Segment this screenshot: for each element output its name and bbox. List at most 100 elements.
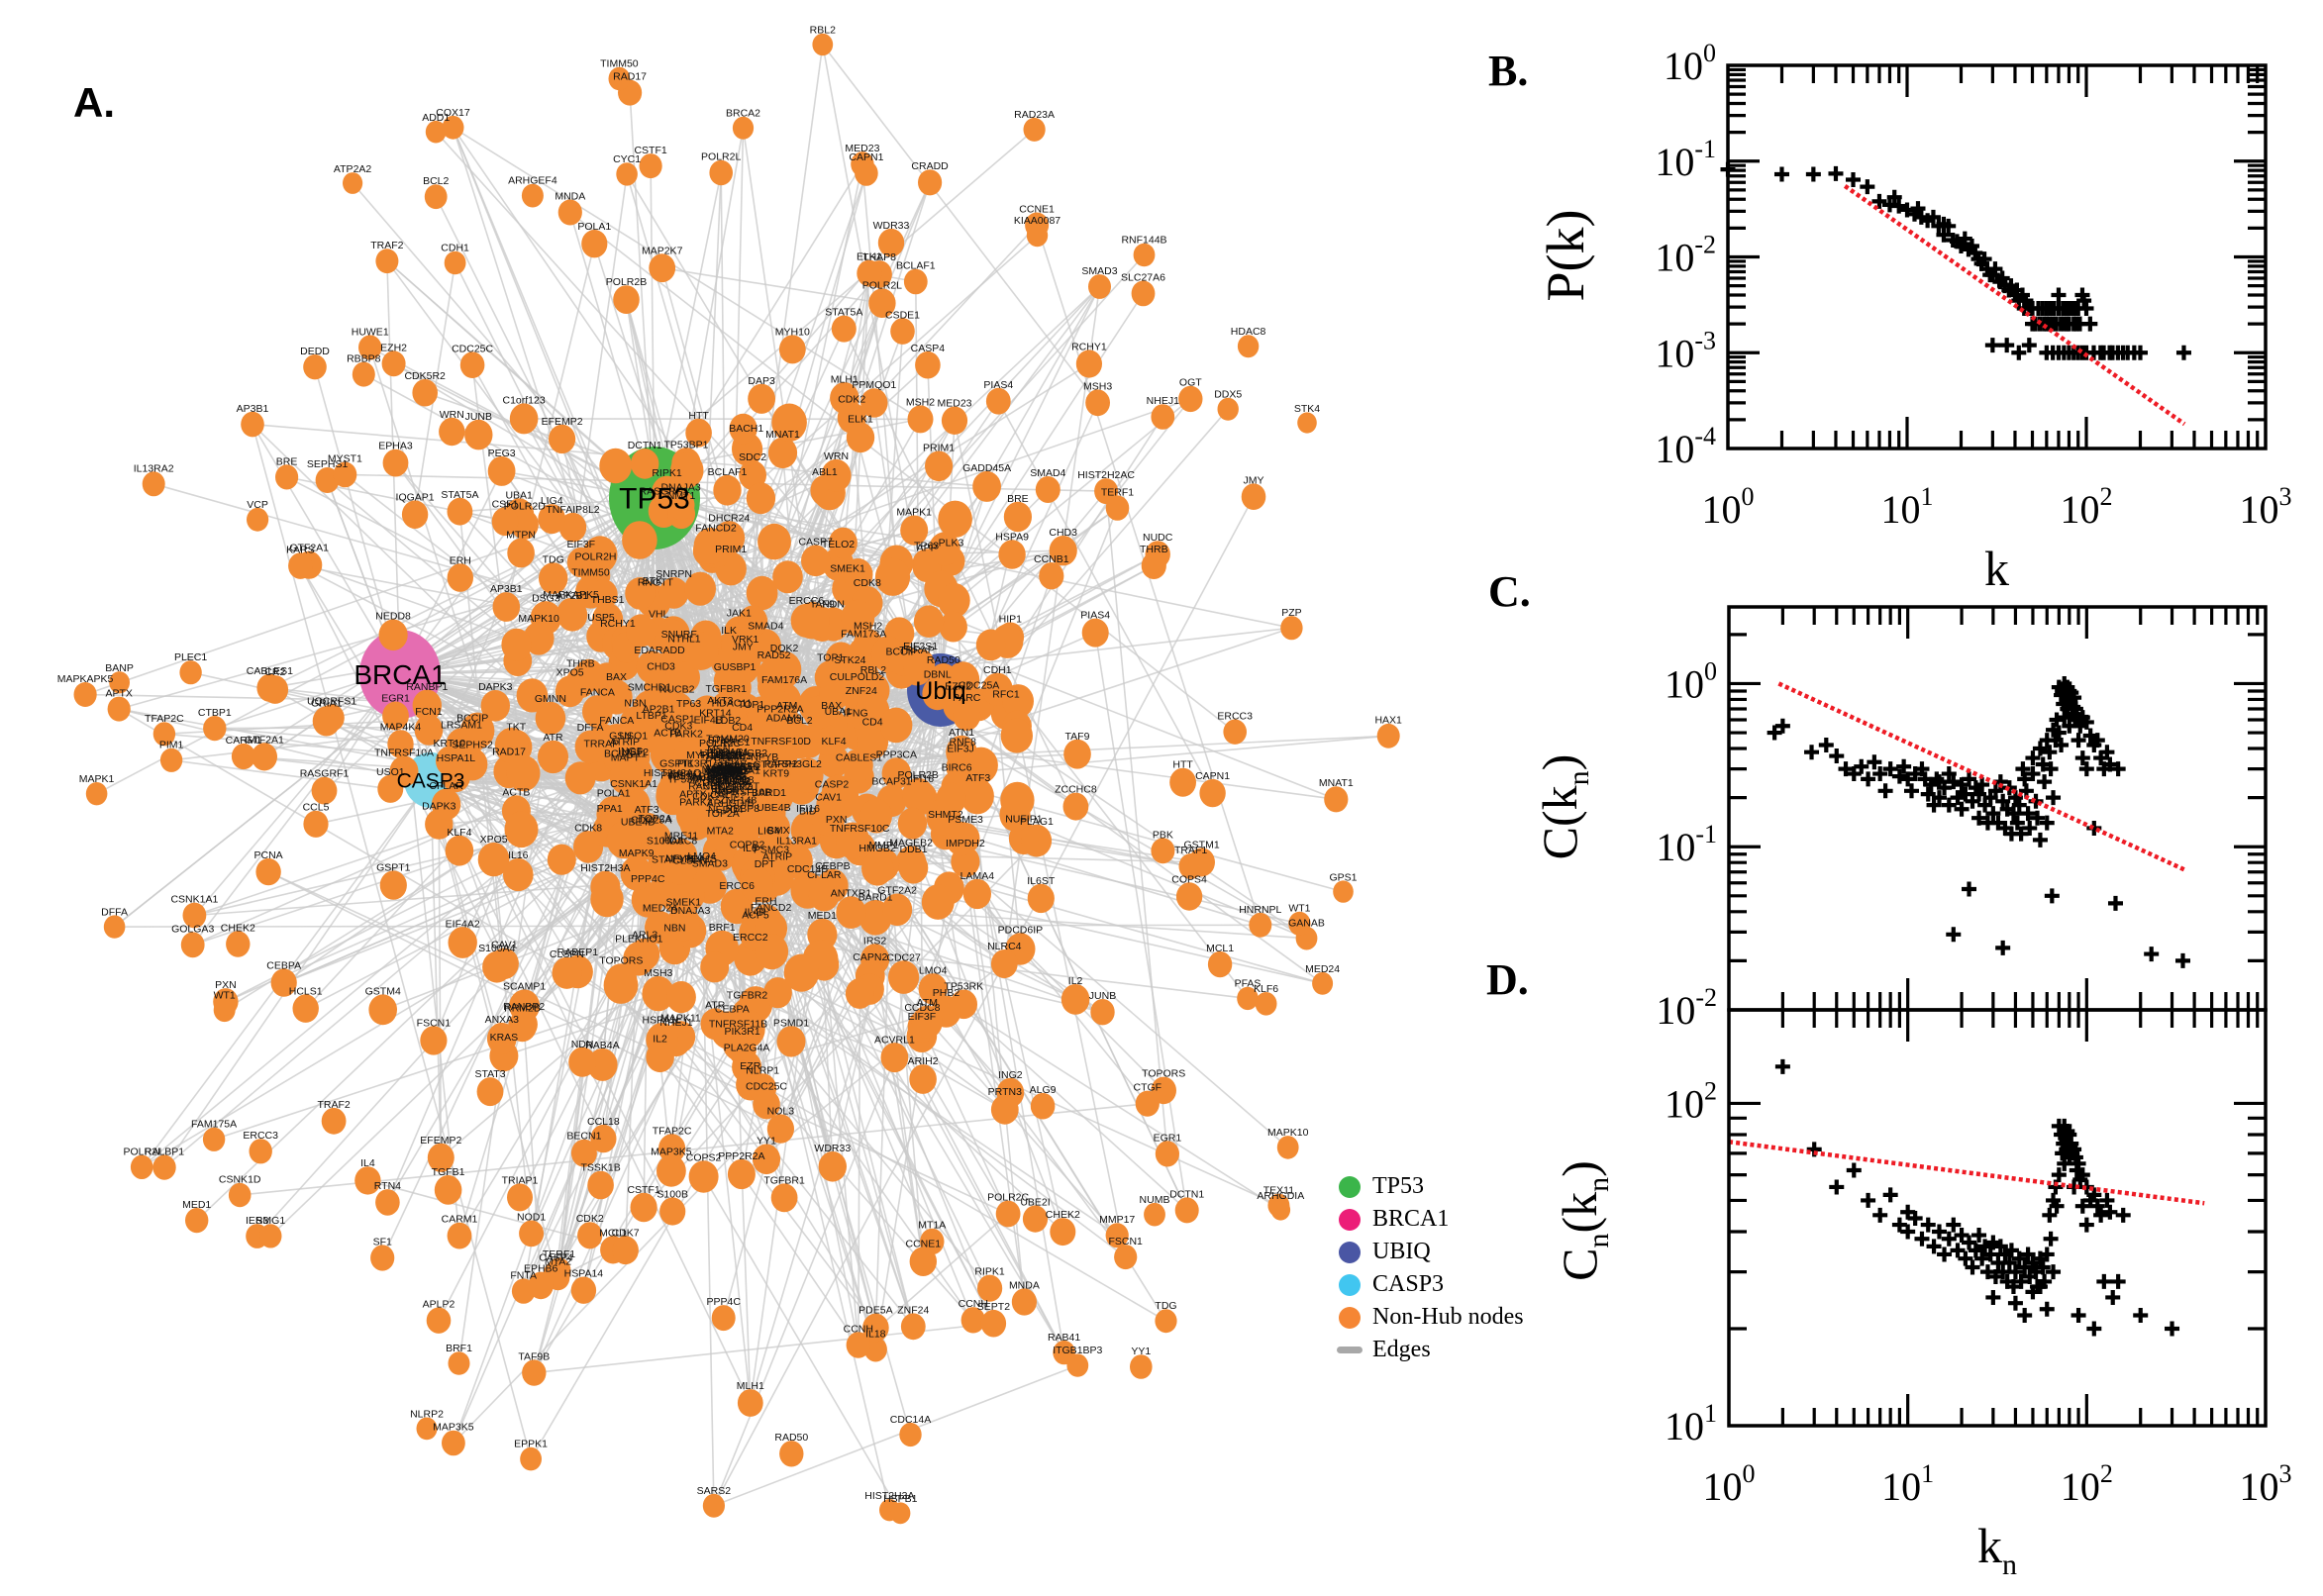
data-point (1871, 193, 1887, 209)
network-node-label: TP53BP1 (667, 773, 712, 785)
legend-item-label: BRCA1 (1372, 1206, 1450, 1232)
data-point (1979, 1264, 1995, 1280)
network-node (1151, 838, 1175, 864)
network-node (771, 403, 807, 443)
network-node (880, 1043, 909, 1073)
network-node (1188, 848, 1215, 877)
hub-label-brca1: BRCA1 (354, 659, 446, 690)
network-node-label: CASP1 (660, 714, 695, 726)
network-node-label: PLEC1 (174, 651, 207, 663)
network-node-label: RIPK1 (974, 1266, 1005, 1278)
network-node-label: HSPA1L (643, 1014, 682, 1026)
network-node-label: TRRAP (899, 645, 935, 656)
network-node-label: TDG (1155, 1300, 1176, 1312)
network-node-label: APLP2 (423, 1298, 455, 1310)
network-node-label: MSH2 (854, 620, 882, 632)
network-node-label: ATR (705, 1000, 726, 1012)
network-node (779, 1441, 804, 1467)
network-node-label: ARHGEF4 (508, 175, 557, 187)
network-node-label: FSCN1 (417, 1017, 452, 1029)
network-node-label: PARK2 (679, 797, 713, 809)
network-node (625, 577, 656, 610)
network-node-label: COL2A1 (711, 775, 751, 787)
network-node-label: PIK3R1 (677, 757, 713, 769)
network-node (425, 120, 447, 144)
y-tick-label: 10-2 (1656, 983, 1717, 1033)
network-node-label: HIST2H3A (864, 1490, 914, 1502)
network-node (634, 823, 669, 860)
network-node-label: IL6ST (1027, 875, 1056, 887)
network-node-label: NBN (663, 923, 685, 935)
data-point (2093, 1207, 2109, 1223)
network-node (608, 66, 631, 91)
network-node-label: ELK1 (857, 251, 882, 263)
network-node (464, 419, 493, 450)
network-node-label: WT1 (1288, 903, 1310, 915)
network-node (757, 810, 791, 847)
data-point (2022, 820, 2038, 836)
network-node (159, 748, 183, 772)
network-node-label: VHL (649, 609, 669, 621)
network-node-label: DNAJA3 (660, 481, 700, 493)
network-node-label: USF2 (722, 765, 749, 777)
network-node-label: STAT5A (441, 489, 478, 501)
data-point (2078, 761, 2094, 777)
network-node-label: NEDD4 (707, 763, 743, 775)
network-node-label: NLRC4 (987, 941, 1022, 952)
network-node (711, 1305, 736, 1332)
network-node-label: BARD1 (858, 891, 893, 903)
network-node-label: TIMM50 (571, 566, 610, 578)
network-node-label: IRS2 (863, 935, 887, 947)
network-node-label: HDAC8 (662, 835, 698, 847)
data-point (1891, 198, 1907, 214)
network-node-label: RNF144B (1121, 235, 1166, 247)
network-node (1267, 1193, 1290, 1218)
data-point (1931, 1224, 1947, 1240)
network-node-label: BCL2 (423, 175, 449, 187)
network-node (746, 703, 777, 738)
network-node-label: POLA1 (577, 221, 611, 233)
network-node-label: PLEKHO1 (615, 933, 663, 945)
network-node-label: PARC (953, 692, 981, 704)
network-node-label: PSMD1 (773, 1017, 809, 1029)
network-node-label: COPB2 (730, 840, 765, 851)
network-node-label: JAK1 (727, 608, 752, 620)
network-node-label: RAB4A (585, 1040, 619, 1051)
network-node-label: MCL1 (599, 1227, 627, 1239)
network-node-label: WDR33 (814, 1143, 851, 1154)
data-point (1828, 165, 1844, 181)
data-point (2011, 345, 2027, 360)
data-point (1941, 797, 1957, 813)
network-node (152, 722, 176, 747)
data-point (1829, 1179, 1845, 1195)
data-point (1925, 209, 1941, 225)
network-node (945, 821, 977, 856)
network-node-label: BIRC6 (942, 762, 972, 774)
network-node-label: ERCC2 (715, 776, 751, 788)
network-node-label: ERCC3 (1217, 710, 1253, 722)
network-node-label: MED1 (182, 1199, 211, 1211)
network-node-label: C1orf123 (502, 395, 545, 407)
network-node-label: DSG3 (532, 592, 560, 604)
network-node (874, 557, 911, 596)
network-node-label: IQGAP1 (710, 747, 749, 758)
network-node (358, 335, 382, 360)
network-node-label: CSTF1 (634, 145, 666, 156)
data-point (1829, 748, 1845, 764)
network-node (213, 988, 239, 1016)
data-point (2020, 1247, 2036, 1262)
network-node-label: ING2 (998, 1069, 1023, 1081)
data-point (2030, 810, 2046, 826)
network-node-label: HIST2H2AC (1077, 469, 1135, 481)
network-node (825, 642, 857, 676)
network-edge (685, 418, 921, 464)
network-node (382, 701, 409, 731)
network-node (939, 611, 967, 643)
network-node (658, 1134, 686, 1163)
network-node (179, 660, 202, 685)
network-node-label: PRTN3 (988, 1086, 1022, 1098)
data-point (1926, 1239, 1942, 1254)
data-point (2049, 712, 2065, 728)
node-swatch-icon (1339, 1306, 1361, 1329)
network-node-label: ACVR1 (704, 762, 739, 774)
